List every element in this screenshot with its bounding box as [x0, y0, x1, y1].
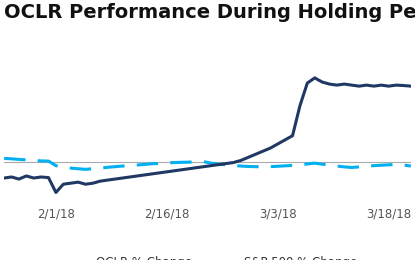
Text: OCLR Performance During Holding Period: OCLR Performance During Holding Period [4, 3, 415, 22]
S&P 500 % Change [83, 168, 88, 171]
S&P 500 % Change [261, 165, 266, 168]
OCLR % Change [54, 191, 59, 194]
OCLR % Change [157, 171, 162, 174]
OCLR % Change [9, 176, 14, 179]
S&P 500 % Change [157, 162, 162, 165]
S&P 500 % Change [275, 165, 280, 168]
OCLR % Change [327, 82, 332, 86]
OCLR % Change [238, 159, 243, 162]
Line: OCLR % Change: OCLR % Change [4, 78, 411, 192]
OCLR % Change [2, 177, 7, 180]
S&P 500 % Change [320, 163, 325, 166]
Legend: OCLR % Change, S&P 500 % Change: OCLR % Change, S&P 500 % Change [53, 251, 362, 260]
S&P 500 % Change [2, 157, 7, 160]
OCLR % Change [275, 142, 280, 146]
S&P 500 % Change [408, 165, 413, 168]
OCLR % Change [261, 150, 266, 153]
OCLR % Change [312, 76, 317, 80]
OCLR % Change [408, 84, 413, 88]
S&P 500 % Change [9, 157, 14, 160]
S&P 500 % Change [238, 165, 243, 168]
Line: S&P 500 % Change: S&P 500 % Change [4, 158, 411, 169]
